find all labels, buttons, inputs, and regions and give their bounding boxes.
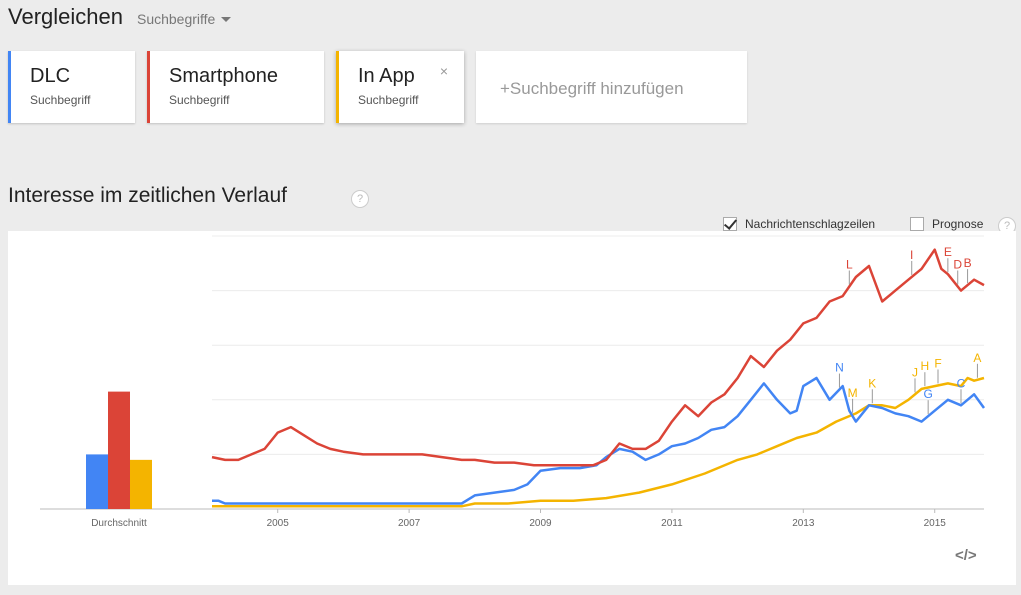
- chart-panel: 2005 2007 2009 2011 2013 2015 Durchschnitt L I E D…: [8, 231, 1016, 585]
- annotation-label: L: [846, 258, 853, 272]
- term-card-smartphone[interactable]: Smartphone Suchbegriff: [147, 51, 324, 123]
- embed-code-icon[interactable]: </>: [955, 547, 977, 564]
- compare-header: Vergleichen Suchbegriffe: [8, 4, 232, 30]
- forecast-label: Prognose: [932, 217, 984, 231]
- annotation-label: F: [934, 356, 941, 370]
- term-name: Smartphone: [169, 65, 278, 87]
- annotation-label: J: [912, 365, 918, 379]
- term-color-bar: [8, 51, 11, 123]
- average-label: Durchschnitt: [91, 518, 147, 529]
- term-color-bar: [147, 51, 150, 123]
- forecast-checkbox[interactable]: [910, 217, 924, 231]
- annotation-label: H: [921, 359, 930, 373]
- x-tick-label: 2009: [529, 518, 552, 529]
- annotation-label: C: [957, 376, 966, 390]
- term-kind: Suchbegriff: [169, 93, 230, 107]
- term-name: In App: [358, 65, 415, 87]
- series-line-in-app: [212, 376, 985, 508]
- annotation-label: A: [973, 351, 981, 365]
- series-line-smartphone: [211, 248, 985, 467]
- mode-dropdown[interactable]: Suchbegriffe: [136, 11, 232, 27]
- annotation-label: N: [835, 361, 844, 375]
- forecast-option[interactable]: Prognose: [910, 217, 983, 231]
- interest-over-time-chart: 2005 2007 2009 2011 2013 2015 Durchschnitt L I ED…: [40, 235, 986, 529]
- x-tick-label: 2015: [924, 518, 947, 529]
- annotation-label: G: [923, 387, 932, 401]
- term-card-dlc[interactable]: DLC Suchbegriff: [8, 51, 135, 123]
- annotation-label: B: [964, 256, 972, 270]
- annotation-label: E: [944, 245, 952, 259]
- headlines-option[interactable]: Nachrichtenschlagzeilen: [723, 217, 875, 231]
- add-term-button[interactable]: +Suchbegriff hinzufügen: [476, 51, 747, 123]
- headlines-checkbox[interactable]: [723, 217, 737, 231]
- x-tick-label: 2005: [267, 518, 290, 529]
- term-color-bar: [336, 51, 339, 123]
- annotation-label: M: [848, 386, 858, 400]
- term-kind: Suchbegriff: [30, 93, 91, 107]
- term-card-in-app[interactable]: In App Suchbegriff ×: [336, 51, 464, 123]
- section-title: Interesse im zeitlichen Verlauf: [8, 184, 287, 207]
- term-name: DLC: [30, 65, 71, 87]
- add-term-label: +Suchbegriff hinzufügen: [500, 79, 684, 98]
- term-kind: Suchbegriff: [358, 93, 419, 107]
- annotation-label: D: [953, 258, 962, 272]
- x-tick-label: 2013: [792, 518, 815, 529]
- close-icon[interactable]: ×: [439, 63, 448, 79]
- chevron-down-icon: [221, 16, 232, 22]
- annotation-label: I: [910, 248, 913, 262]
- x-tick-label: 2007: [398, 518, 421, 529]
- series-line-dlc: [212, 376, 986, 505]
- help-icon[interactable]: ?: [351, 190, 369, 208]
- annotation-label: K: [868, 376, 876, 390]
- headlines-label: Nachrichtenschlagzeilen: [745, 217, 876, 231]
- x-tick-label: 2011: [661, 518, 683, 529]
- average-bar-smartphone: [108, 391, 130, 509]
- mode-dropdown-label: Suchbegriffe: [136, 11, 216, 27]
- average-bar-in-app: [130, 459, 152, 509]
- page-title: Vergleichen: [8, 4, 123, 29]
- average-bar-dlc: [86, 454, 108, 509]
